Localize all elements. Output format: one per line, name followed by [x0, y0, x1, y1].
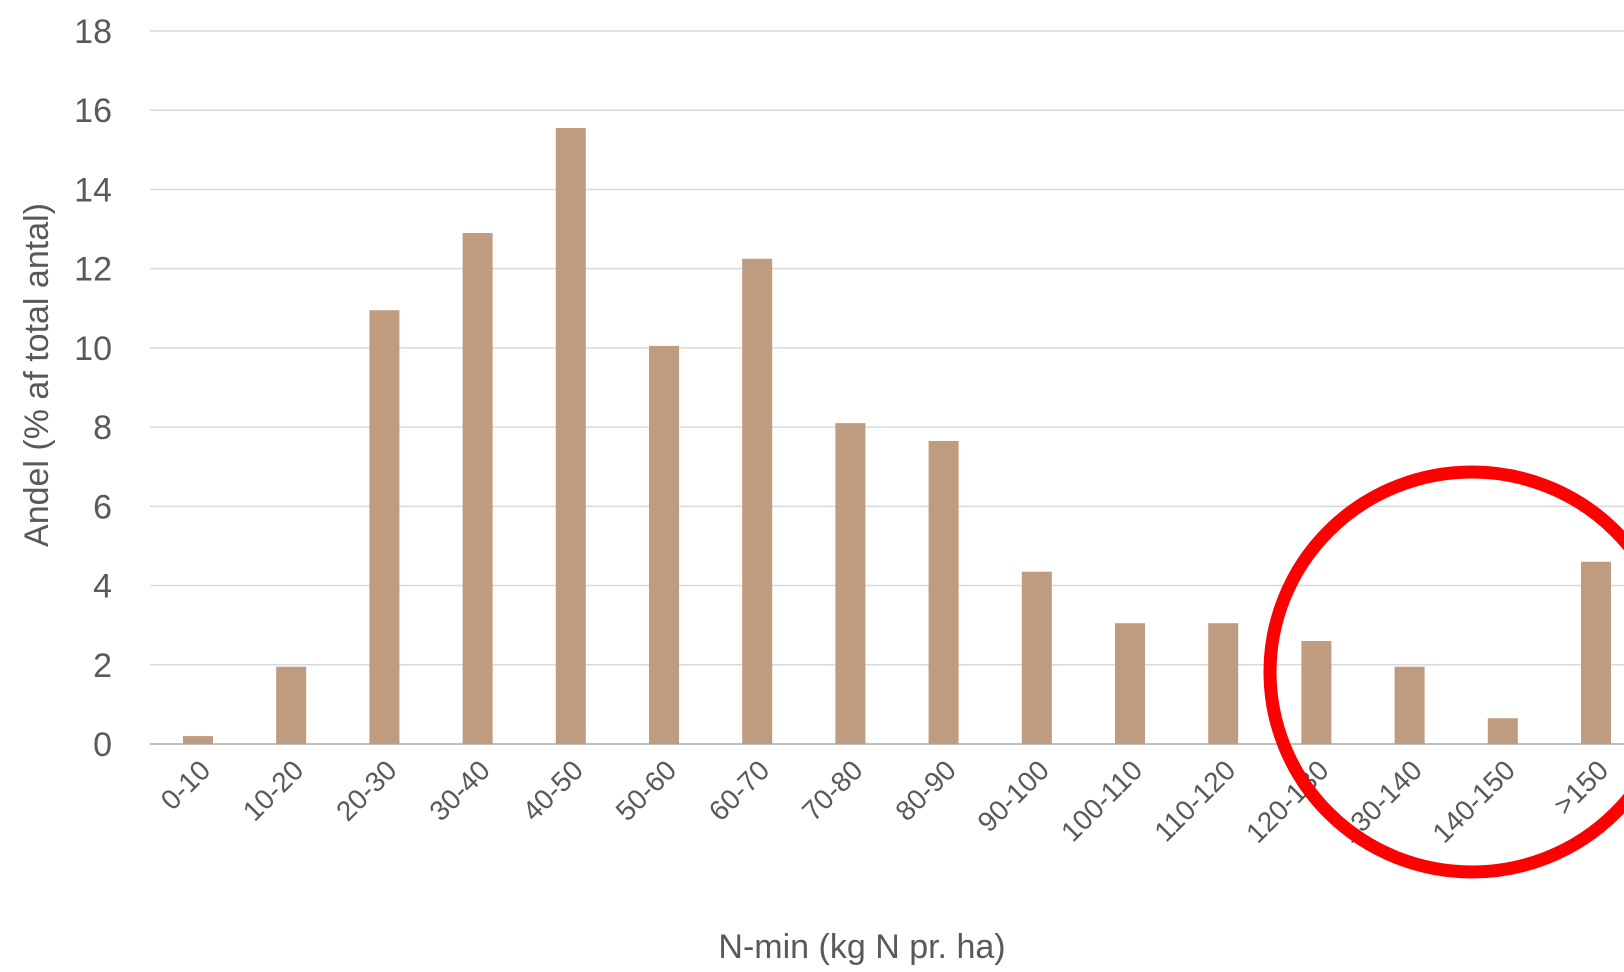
x-tick-label: 100-110 — [1055, 754, 1148, 847]
bar->150 — [1581, 561, 1611, 744]
y-tick-label: 18 — [74, 13, 112, 51]
y-tick-label: 0 — [93, 726, 112, 764]
x-axis-ticks: 0-10 10-20 20-30 30-40 40-50 50-60 60-70 70-80 8… — [155, 754, 1615, 849]
x-tick-label: 0-10 — [155, 754, 217, 816]
y-axis-ticks: 0 2 4 6 8 10 12 14 16 18 — [74, 13, 112, 764]
x-tick-label: 20-30 — [330, 754, 403, 827]
x-tick-label: 50-60 — [610, 754, 683, 827]
x-tick-label: 110-120 — [1148, 754, 1241, 847]
y-tick-label: 4 — [93, 568, 112, 606]
bar-20-30 — [369, 310, 400, 744]
bar-10-20 — [276, 666, 307, 744]
y-axis-label: Andel (% af total antal) — [18, 203, 56, 547]
bar-80-90 — [928, 440, 959, 744]
x-tick-label: 60-70 — [703, 754, 776, 827]
y-tick-label: 8 — [93, 409, 112, 447]
x-tick-label: 30-40 — [423, 754, 496, 827]
bar-130-140 — [1394, 666, 1425, 744]
bar-50-60 — [649, 345, 679, 744]
x-tick-label: 10-20 — [237, 754, 310, 827]
y-tick-label: 12 — [74, 251, 112, 289]
x-axis-label: N-min (kg N pr. ha) — [718, 928, 1005, 966]
bar-120-130 — [1301, 641, 1332, 744]
bar-140-150 — [1487, 718, 1518, 744]
bar-100-110 — [1115, 623, 1145, 744]
x-tick-label: 140-150 — [1426, 754, 1521, 849]
highlight-circle — [1263, 465, 1624, 879]
y-tick-label: 16 — [74, 92, 112, 130]
bar-0-10 — [183, 736, 213, 744]
x-tick-label: 90-100 — [971, 754, 1055, 838]
y-tick-label: 10 — [74, 330, 112, 368]
bar-30-40 — [462, 233, 493, 744]
bar-40-50 — [555, 128, 586, 744]
x-tick-label: 40-50 — [516, 754, 589, 827]
y-tick-label: 14 — [74, 171, 112, 209]
y-tick-label: 6 — [93, 488, 112, 526]
bars — [183, 128, 1611, 744]
bar-90-100 — [1021, 571, 1052, 744]
y-tick-label: 2 — [93, 647, 112, 685]
bar-70-80 — [835, 423, 866, 744]
x-tick-label: >150 — [1548, 754, 1615, 821]
bar-110-120 — [1208, 623, 1239, 744]
x-tick-label: 80-90 — [889, 754, 962, 827]
bar-60-70 — [742, 258, 773, 744]
x-tick-label: 70-80 — [796, 754, 869, 827]
